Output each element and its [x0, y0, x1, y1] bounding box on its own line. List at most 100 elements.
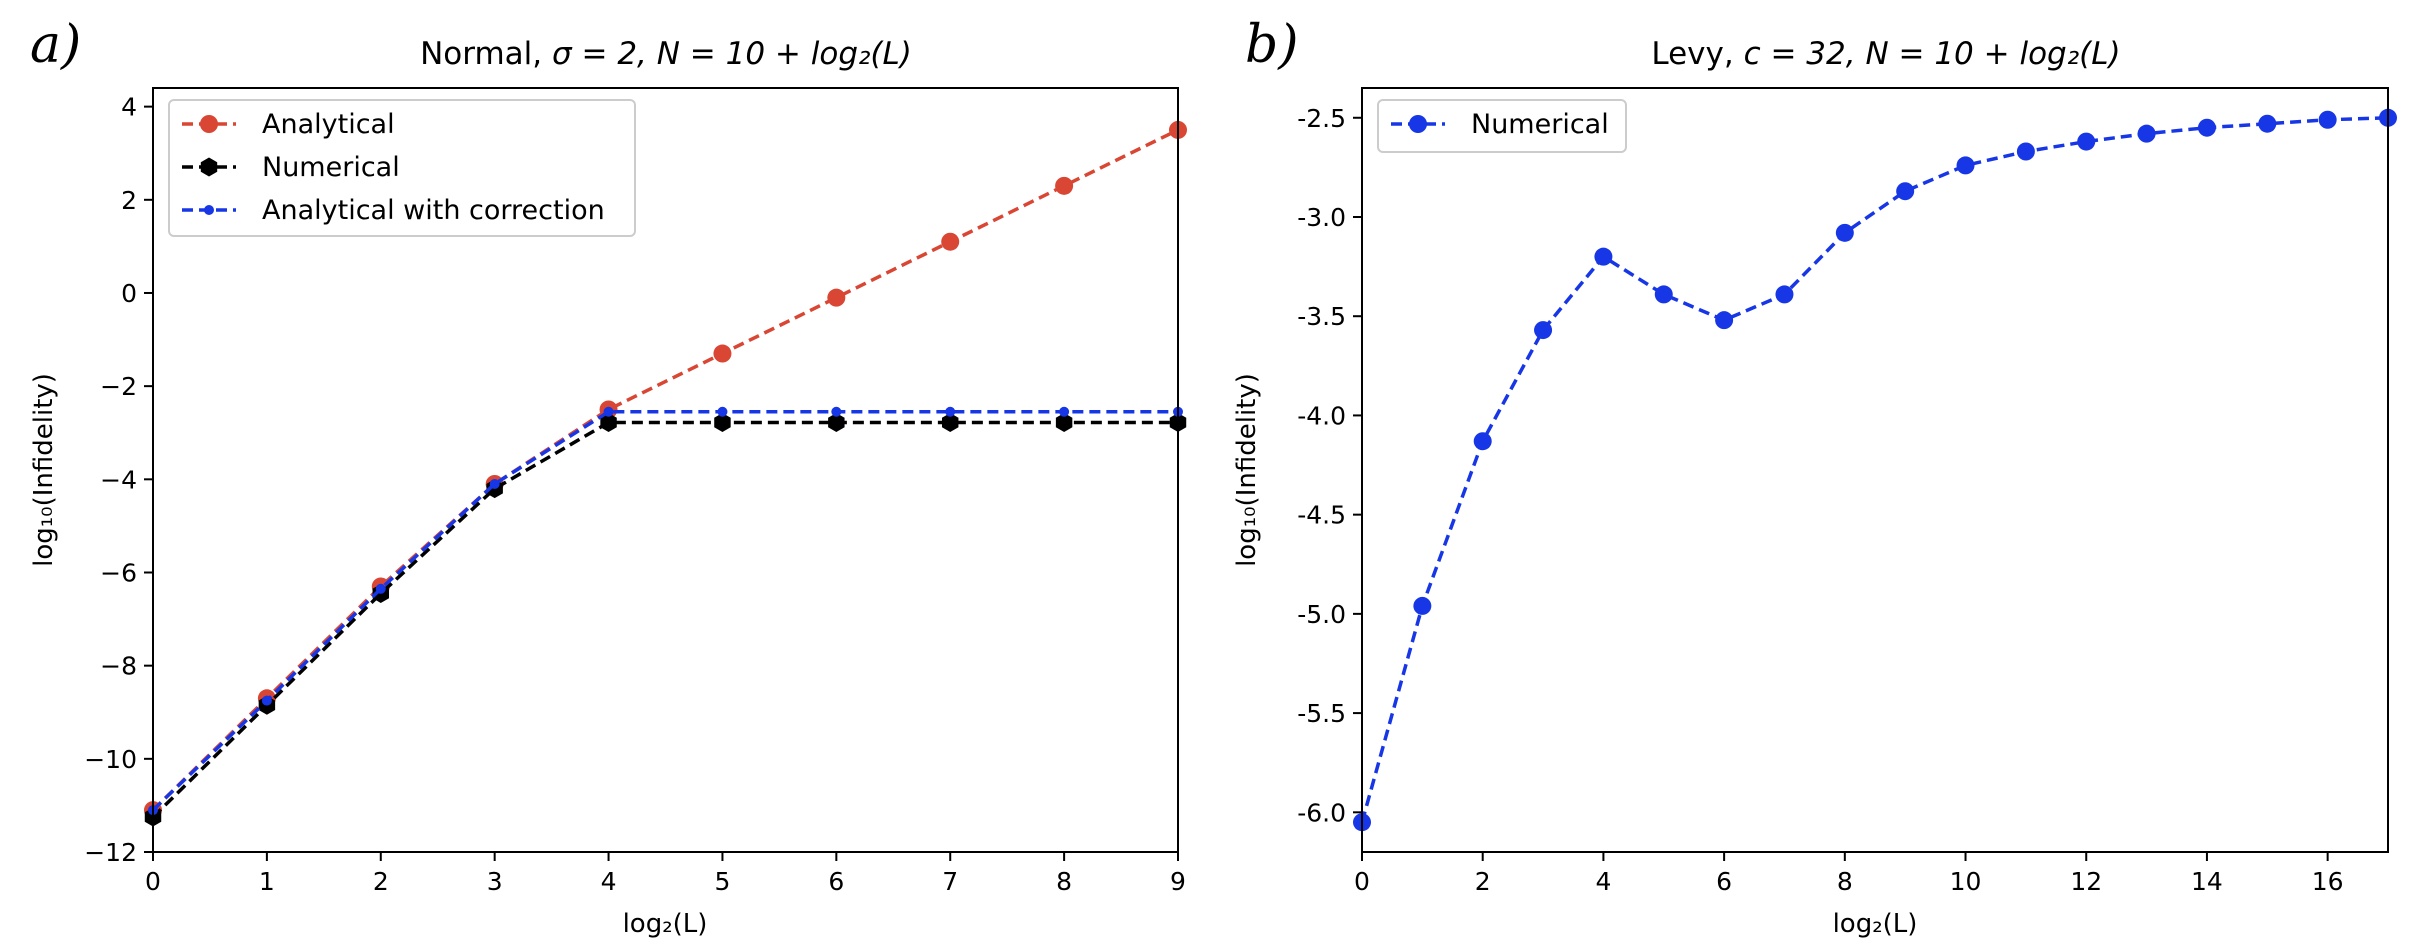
panel-b-data-point [2077, 132, 2096, 151]
panel-b-ytick-label: -5.0 [1297, 600, 1346, 629]
panel-b-chart: b) Levy, c = 32, N = 10 + log₂(L) 0 2 4 6 8 1… [1232, 15, 2397, 939]
panel-a-ytick-label: −8 [100, 652, 137, 681]
panel-b-xtick-label: 10 [1950, 867, 1982, 896]
panel-b-data-point [1413, 596, 1432, 615]
panel-a-series-line-analytical-with-correction [151, 410, 1178, 812]
panel-b-data-point [1896, 182, 1915, 201]
panel-a-ytick-label: 2 [121, 186, 137, 215]
panel-a-data-point [828, 412, 845, 432]
panel-b-data-point [1715, 311, 1734, 330]
legend-marker [200, 157, 218, 177]
panel-a-ytick-label: −2 [100, 372, 137, 401]
panel-b-ytick-label: -3.5 [1297, 302, 1346, 331]
panel-a-xlabel: log₂(L) [623, 909, 708, 939]
panel-b-data-point [2016, 142, 2035, 161]
panel-b-ytick-label: -4.0 [1297, 401, 1346, 430]
panel-a-legend: Analytical Numerical Analytical with cor… [168, 99, 636, 237]
panel-b-data-point [1534, 321, 1553, 340]
panel-a-series-line-numerical [151, 420, 1178, 819]
panel-a-data-point [489, 478, 500, 489]
legend-marker [1409, 115, 1427, 133]
panel-b-data-point [2318, 110, 2337, 129]
panel-b-data-point [2137, 124, 2156, 143]
legend-label: Numerical [1471, 109, 1609, 140]
panel-a-ticks: 0 1 2 3 4 5 6 7 8 9 4 2 0 −2 −4 −6 −8 −10 −12 [84, 93, 1186, 896]
panel-a-xtick-label: 8 [1056, 867, 1072, 896]
panel-b-xtick-label: 4 [1595, 867, 1611, 896]
panel-b-data-point [1956, 156, 1975, 175]
panel-b-legend: Numerical [1377, 99, 1627, 153]
panel-b-label: b) [1245, 15, 1299, 75]
panel-b-series-line-numerical [1360, 116, 2389, 823]
panel-b-xtick-label: 12 [2070, 867, 2102, 896]
panel-b-xtick-label: 2 [1475, 867, 1491, 896]
panel-a-data-point [375, 583, 386, 594]
panel-a-xtick-label: 2 [373, 867, 389, 896]
panel-a-ylabel: log₁₀(Infidelity) [29, 373, 59, 567]
legend-item-analytical-with-correction: Analytical with correction [182, 195, 605, 226]
panel-b-title-math: c = 32, N = 10 + log₂(L) [1744, 36, 2121, 72]
panel-b-frame [1361, 87, 2389, 853]
panel-a-ytick-label: −12 [84, 838, 137, 867]
panel-a-legend-box [168, 99, 636, 237]
panel-b-data-point [1594, 247, 1613, 266]
panel-a-xtick-label: 7 [942, 867, 958, 896]
panel-a-title: Normal, σ = 2, N = 10 + log₂(L) [420, 36, 912, 72]
panel-a-data-point [1055, 176, 1074, 195]
panel-b-ytick-label: -4.5 [1297, 501, 1346, 530]
panel-a-data-point [1059, 406, 1070, 417]
panel-a-data-point [941, 412, 959, 432]
panel-b-xlabel: log₂(L) [1833, 909, 1918, 939]
panel-b-xtick-label: 6 [1716, 867, 1732, 896]
panel-a-title-prefix: Normal, [420, 36, 552, 72]
panel-a-xtick-label: 3 [487, 867, 503, 896]
panel-a-ytick-label: −10 [84, 745, 137, 774]
panel-a-data-point [714, 412, 731, 432]
panel-a-title-math: σ = 2, N = 10 + log₂(L) [552, 36, 912, 72]
panel-b-ticks: 0 2 4 6 8 10 12 14 16 -2.5 -3.0 -3.5 -4.0 -4.5 -5.0 -5.… [1297, 104, 2343, 896]
panel-a-data-point [831, 406, 842, 417]
panel-a-label: a) [30, 15, 81, 75]
legend-label: Analytical with correction [262, 195, 605, 226]
panel-a-data-point [713, 344, 732, 363]
panel-b-xtick-label: 14 [2191, 867, 2223, 896]
panel-b-series [1353, 108, 2397, 832]
panel-b-data-point [2258, 114, 2277, 133]
panel-b-ytick-label: -5.5 [1297, 699, 1346, 728]
legend-marker [200, 115, 218, 133]
panel-a-data-point [261, 695, 272, 706]
legend-item-analytical: Analytical [182, 109, 395, 140]
panel-a-xtick-label: 9 [1170, 867, 1186, 896]
panel-a-xtick-label: 4 [601, 867, 617, 896]
panel-b-data-point [1654, 285, 1673, 304]
panel-a-data-point [600, 412, 617, 432]
panel-b-ylabel: log₁₀(Infidelity) [1232, 373, 1262, 567]
panel-a-data-point [1055, 412, 1073, 432]
panel-a-chart: a) Normal, σ = 2, N = 10 + log₂(L) 0 1 2 3 4… [29, 15, 1187, 939]
panel-a-xtick-label: 0 [145, 867, 161, 896]
panel-b-xtick-label: 0 [1354, 867, 1370, 896]
panel-b-ytick-label: -3.0 [1297, 203, 1346, 232]
legend-label: Numerical [262, 152, 400, 183]
panel-a-data-point [827, 288, 846, 307]
panel-b-title: Levy, c = 32, N = 10 + log₂(L) [1651, 36, 2120, 72]
panel-b-ytick-label: -6.0 [1297, 798, 1346, 827]
legend-item-numerical: Numerical [1391, 109, 1609, 140]
panel-a-ytick-label: −4 [100, 465, 137, 494]
panel-a-data-point [941, 232, 960, 251]
panel-b-data-point [1473, 432, 1492, 451]
panel-b-data-point [1835, 223, 1854, 242]
panel-a-data-point [603, 406, 614, 417]
panel-b-title-prefix: Levy, [1651, 36, 1743, 72]
panel-a-ytick-label: 0 [121, 279, 137, 308]
panel-a-ytick-label: 4 [121, 93, 137, 122]
panel-b-xtick-label: 8 [1837, 867, 1853, 896]
legend-marker [204, 205, 214, 215]
panel-a-frame [152, 87, 1179, 853]
panel-a-ytick-label: −6 [100, 558, 137, 587]
panel-a-data-point [945, 406, 956, 417]
legend-item-numerical: Numerical [182, 152, 400, 183]
panel-a-data-point [717, 406, 728, 417]
panel-a-xtick-label: 6 [828, 867, 844, 896]
